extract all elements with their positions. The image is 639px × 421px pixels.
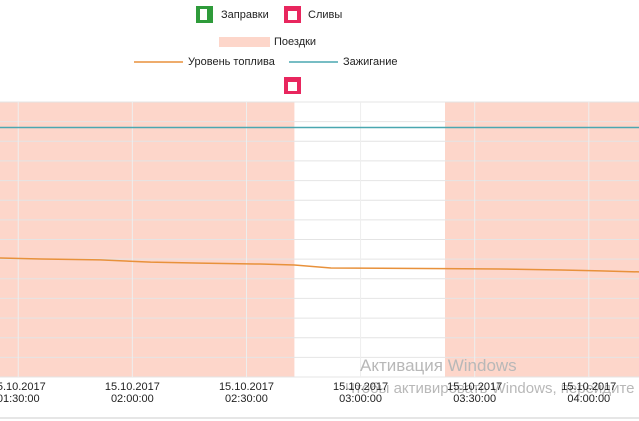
legend-label: Поездки xyxy=(274,36,317,48)
series-line xyxy=(0,257,639,273)
x-tick-label: 15.10.2017 02:00:00 xyxy=(104,381,160,405)
plot xyxy=(0,101,639,378)
legend-label: Заправки xyxy=(221,9,269,21)
x-tick-label: 15.10.2017 02:30:00 xyxy=(218,381,274,405)
watermark: Чтобы активировать Windows, перейдите xyxy=(345,380,635,397)
legend-swatch xyxy=(219,37,270,47)
refuel-icon-glyph xyxy=(200,9,207,20)
drain-icon-glyph xyxy=(288,11,297,20)
legend-label: Сливы xyxy=(308,9,343,21)
legend-label: Уровень топлива xyxy=(188,56,275,68)
x-tick-label: 15.10.2017 04:00:00 xyxy=(561,381,617,405)
drain-marker-glyph xyxy=(288,82,297,91)
x-tick-label: 15.10.2017 01:30:00 xyxy=(0,381,46,405)
legend-label: Зажигание xyxy=(343,56,398,68)
x-tick-label: 15.10.2017 03:30:00 xyxy=(447,381,503,405)
x-tick-label: 15.10.2017 03:00:00 xyxy=(333,381,389,405)
watermark: Активация Windows xyxy=(360,356,517,375)
